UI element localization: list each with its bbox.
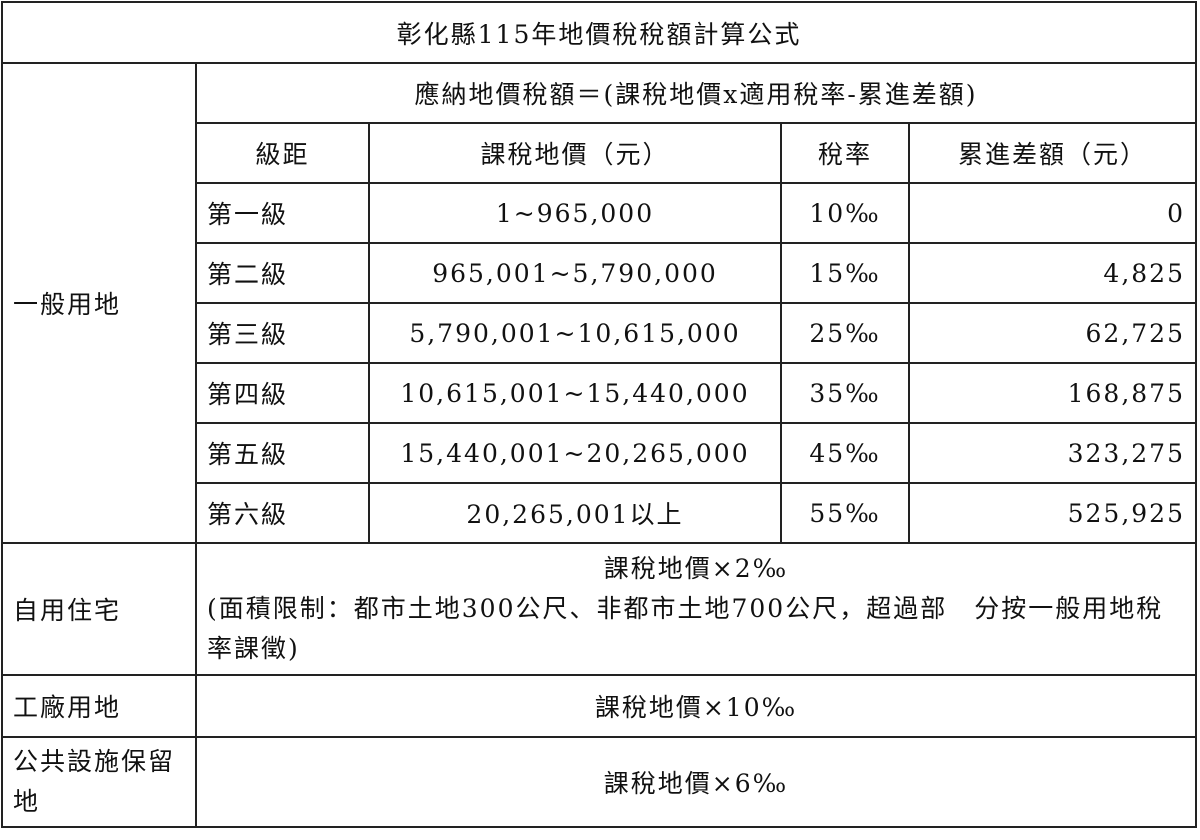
residential-label: 自用住宅 — [1, 542, 197, 676]
level: 第三級 — [195, 302, 370, 364]
value: 20,265,001以上 — [368, 482, 782, 544]
rate: 55‰ — [780, 482, 910, 544]
level: 第四級 — [195, 362, 370, 424]
public-formula: 課稅地價×6‰ — [195, 736, 1197, 828]
header-row: 級距 課稅地價（元） 稅率 累進差額（元） — [2, 122, 1197, 184]
residential-cell: 課稅地價×2‰ (面積限制：都市土地300公尺、非都市土地700公尺，超過部 分… — [195, 542, 1197, 676]
table-title: 彰化縣115年地價稅稅額計算公式 — [1, 1, 1197, 64]
header-rate: 稅率 — [780, 122, 910, 184]
level: 第五級 — [195, 422, 370, 484]
diff: 323,275 — [908, 422, 1197, 484]
value: 5,790,001~10,615,000 — [368, 302, 782, 364]
rate: 35‰ — [780, 362, 910, 424]
table-row: 第五級 15,440,001~20,265,000 45‰ 323,275 — [2, 422, 1197, 484]
factory-label: 工廠用地 — [1, 674, 197, 738]
level: 第一級 — [195, 182, 370, 244]
rate: 45‰ — [780, 422, 910, 484]
level: 第二級 — [195, 242, 370, 304]
header-level: 級距 — [195, 122, 370, 184]
value: 1~965,000 — [368, 182, 782, 244]
general-formula: 應納地價稅額＝(課稅地價x適用稅率-累進差額) — [195, 62, 1197, 124]
general-label: 一般用地 — [1, 62, 197, 544]
factory-formula: 課稅地價×10‰ — [195, 674, 1197, 738]
rate: 10‰ — [780, 182, 910, 244]
table-row: 第二級 965,001~5,790,000 15‰ 4,825 — [2, 242, 1197, 304]
rate: 25‰ — [780, 302, 910, 364]
residential-note: (面積限制：都市土地300公尺、非都市土地700公尺，超過部 分按一般用地稅率課… — [207, 594, 1164, 663]
value: 965,001~5,790,000 — [368, 242, 782, 304]
header-value: 課稅地價（元） — [368, 122, 782, 184]
table-row: 第四級 10,615,001~15,440,000 35‰ 168,875 — [2, 362, 1197, 424]
value: 10,615,001~15,440,000 — [368, 362, 782, 424]
rate: 15‰ — [780, 242, 910, 304]
table-row: 第三級 5,790,001~10,615,000 25‰ 62,725 — [2, 302, 1197, 364]
diff: 62,725 — [908, 302, 1197, 364]
diff: 168,875 — [908, 362, 1197, 424]
table-row: 第一級 1~965,000 10‰ 0 — [2, 182, 1197, 244]
public-label: 公共設施保留地 — [1, 736, 197, 828]
residential-formula: 課稅地價×2‰ — [603, 554, 789, 583]
header-diff: 累進差額（元） — [908, 122, 1197, 184]
diff: 4,825 — [908, 242, 1197, 304]
value: 15,440,001~20,265,000 — [368, 422, 782, 484]
level: 第六級 — [195, 482, 370, 544]
diff: 525,925 — [908, 482, 1197, 544]
table-row: 第六級 20,265,001以上 55‰ 525,925 — [2, 482, 1197, 544]
diff: 0 — [908, 182, 1197, 244]
